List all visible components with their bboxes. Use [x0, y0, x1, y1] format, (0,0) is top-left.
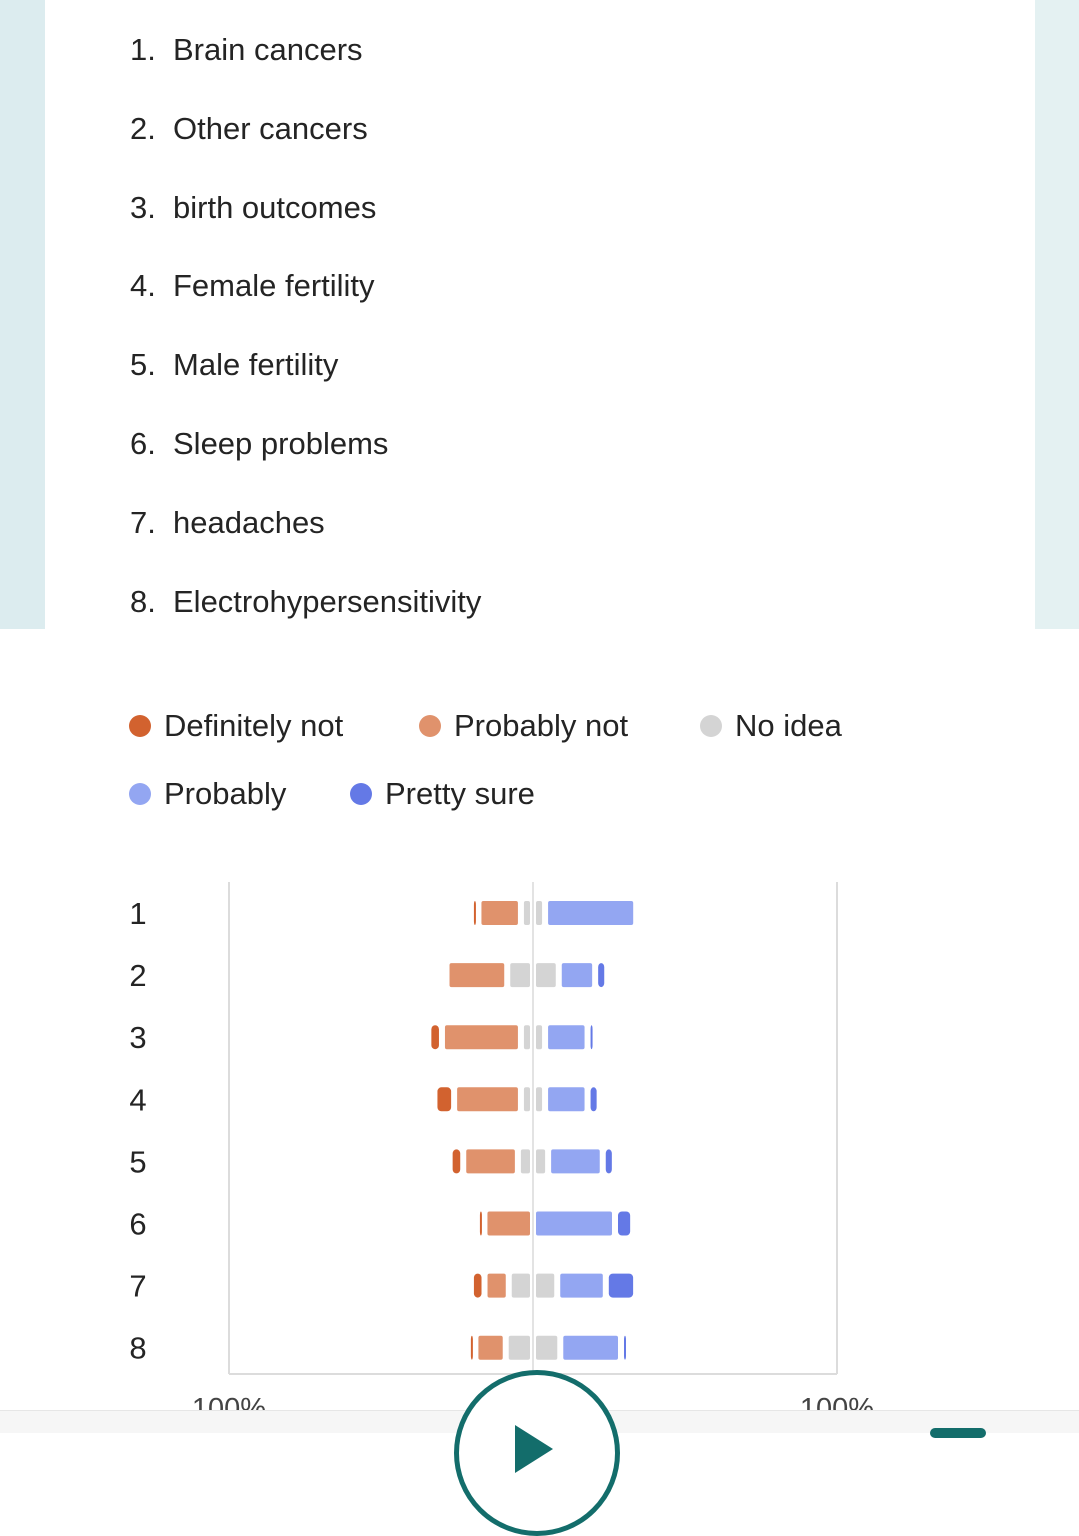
list-item-label: Electrohypersensitivity — [173, 583, 482, 619]
category-tick-label: 7 — [129, 1269, 146, 1304]
category-tick-label: 3 — [129, 1020, 146, 1055]
bar-segment — [520, 1149, 530, 1174]
next-button[interactable] — [454, 1370, 620, 1536]
bar-segment — [563, 1335, 618, 1360]
bar-segment — [536, 1149, 546, 1174]
bar-segment — [470, 1335, 473, 1360]
list-item-label: Male fertility — [173, 347, 339, 383]
bar-segment — [523, 1025, 530, 1050]
question-card: 1. Brain cancers 2. Other cancers 3. birth ou… — [45, 0, 1035, 629]
list-item-number: 2. — [130, 110, 156, 146]
bar-segment — [624, 1335, 626, 1360]
legend-dot-icon — [419, 715, 441, 737]
list-item: 8. Electrohypersensitivity — [130, 582, 481, 622]
list-item-label: Brain cancers — [173, 32, 363, 67]
legend-label: Pretty sure — [385, 776, 535, 811]
bar-segment — [523, 1087, 530, 1112]
legend-label: Probably — [164, 776, 287, 811]
bar-segment — [487, 1211, 530, 1236]
bar-segment — [511, 1273, 530, 1298]
bar-segment — [536, 901, 543, 925]
list-item: 6. Sleep problems — [130, 424, 388, 464]
list-item-number: 4. — [130, 268, 156, 304]
list-item: 1. Brain cancers — [130, 30, 363, 70]
category-tick-label: 5 — [129, 1144, 146, 1179]
bar-segment — [523, 901, 530, 925]
bar-segment — [479, 1211, 482, 1236]
list-item-number: 3. — [130, 189, 156, 225]
list-item-number: 6. — [130, 426, 156, 461]
bar-segment — [590, 1087, 597, 1112]
list-item-label: headaches — [173, 504, 325, 540]
bar-segment — [457, 1087, 518, 1112]
bar-segment — [608, 1273, 634, 1298]
bar-segment — [548, 1025, 585, 1050]
bar-segment — [598, 963, 605, 988]
list-item: 3. birth outcomes — [130, 188, 376, 228]
bar-segment — [473, 1273, 482, 1298]
bar-segment — [473, 901, 476, 925]
bar-segment — [560, 1273, 603, 1298]
bar-segment — [536, 1273, 555, 1298]
bar-segment — [431, 1025, 439, 1050]
bar-segment — [536, 963, 556, 988]
category-tick-label: 6 — [129, 1207, 146, 1242]
list-item-label: Female fertility — [173, 268, 375, 304]
legend-label: No idea — [735, 708, 842, 743]
list-item: 7. headaches — [130, 503, 325, 543]
play-icon — [515, 1425, 553, 1473]
list-item-label: Sleep problems — [173, 426, 389, 461]
bar-segment — [536, 1025, 543, 1050]
legend-dot-icon — [129, 715, 151, 737]
legend-dot-icon — [700, 715, 722, 737]
bar-segment — [487, 1273, 506, 1298]
legend-dot-icon — [350, 783, 372, 805]
list-item: 2. Other cancers — [130, 109, 368, 149]
bar-segment — [510, 963, 530, 988]
bar-segment — [508, 1335, 530, 1360]
list-item: 5. Male fertility — [130, 345, 338, 385]
list-item-number: 8. — [130, 583, 156, 619]
category-tick-label: 8 — [129, 1331, 146, 1366]
bar-segment — [536, 1211, 612, 1236]
category-tick-label: 1 — [129, 896, 146, 931]
category-tick-label: 4 — [129, 1082, 146, 1117]
bar-segment — [618, 1211, 631, 1236]
legend-label: Probably not — [454, 708, 629, 743]
scroll-indicator — [930, 1428, 986, 1438]
list-item-label: Other cancers — [173, 110, 368, 146]
legend-dot-icon — [129, 783, 151, 805]
bar-segment — [548, 1087, 585, 1112]
legend-label: Definitely not — [164, 708, 344, 743]
bar-segment — [449, 963, 505, 988]
list-item-label: birth outcomes — [173, 189, 377, 225]
bar-segment — [536, 1335, 558, 1360]
bar-segment — [466, 1149, 515, 1174]
bar-segment — [561, 963, 593, 988]
list-item-number: 7. — [130, 504, 156, 540]
list-item: 4. Female fertility — [130, 266, 375, 306]
bar-segment — [548, 901, 634, 925]
bar-segment — [551, 1149, 600, 1174]
list-item-number: 1. — [130, 32, 156, 67]
bar-segment — [478, 1335, 503, 1360]
bar-segment — [437, 1087, 452, 1112]
category-tick-label: 2 — [129, 958, 146, 993]
bar-segment — [605, 1149, 612, 1174]
bar-segment — [536, 1087, 543, 1112]
bar-segment — [444, 1025, 518, 1050]
bar-segment — [590, 1025, 593, 1050]
list-item-number: 5. — [130, 347, 156, 383]
bar-segment — [481, 901, 518, 925]
bar-segment — [452, 1149, 461, 1174]
